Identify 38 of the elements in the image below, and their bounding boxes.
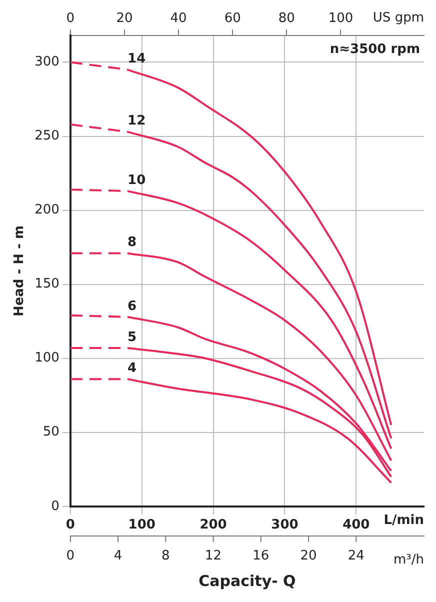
series-label: 6 xyxy=(128,298,137,314)
y-tick-label: 0 xyxy=(51,498,60,514)
y-tick-label: 100 xyxy=(34,350,60,366)
text: 24 xyxy=(348,548,364,564)
y-axis-title: Head - H - m xyxy=(12,225,28,317)
x-axis-title: L/min xyxy=(384,512,424,528)
x-tick-label: 100 xyxy=(128,518,156,533)
text: Capacity- Q xyxy=(198,572,296,590)
series-label: 12 xyxy=(128,114,146,129)
x-tick-label: 400 xyxy=(342,518,370,533)
x-tick-label: 0 xyxy=(66,518,75,533)
series-label: 14 xyxy=(128,52,146,67)
x2-tick-label: 0 xyxy=(66,11,75,26)
text: m³/h xyxy=(394,552,424,568)
series-label: 5 xyxy=(128,330,137,345)
x2-tick-label: 40 xyxy=(170,11,187,26)
series-label: 10 xyxy=(128,172,146,188)
annotation: n≈3500 rpm xyxy=(330,42,420,57)
series-label: 8 xyxy=(128,235,137,250)
text: 16 xyxy=(252,548,270,564)
y-tick-label: 200 xyxy=(34,202,60,218)
x-tick-label: 200 xyxy=(200,518,227,533)
y-tick-label: 150 xyxy=(34,276,60,292)
text: 20 xyxy=(300,548,317,564)
text: 8 xyxy=(162,548,170,564)
x2-tick-label: 60 xyxy=(224,11,241,26)
x2-tick-label: 20 xyxy=(116,11,133,26)
x2-axis-title: US gpm xyxy=(372,10,424,26)
y-tick-label: 50 xyxy=(42,424,60,440)
text: 12 xyxy=(205,548,222,564)
series-label: 4 xyxy=(128,360,137,376)
y-tick-label: 250 xyxy=(34,128,60,144)
text: 4 xyxy=(114,548,122,564)
x2-tick-label: 80 xyxy=(278,11,295,26)
text: 0 xyxy=(66,548,75,564)
y-tick-label: 300 xyxy=(34,54,60,70)
x-tick-label: 300 xyxy=(271,518,298,533)
x2-tick-label: 100 xyxy=(328,11,354,26)
